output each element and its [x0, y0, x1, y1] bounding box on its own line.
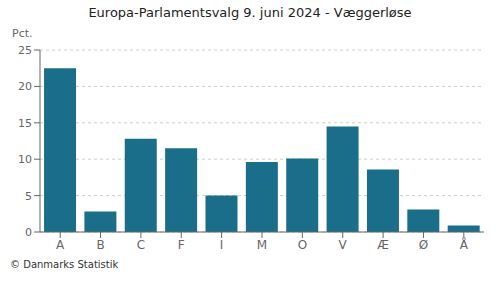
svg-text:O: O: [298, 238, 307, 252]
svg-text:C: C: [137, 238, 145, 252]
svg-text:5: 5: [25, 190, 32, 203]
html-text:Europa-Parlamentsvalg 9. juni: Europa-Parlamentsvalg 9. juni 2024 - Væg…: [88, 5, 412, 20]
html-text:Pct.: Pct.: [12, 27, 33, 40]
svg-text:Å: Å: [460, 237, 469, 252]
svg-text:I: I: [220, 238, 224, 252]
svg-text:15: 15: [18, 117, 32, 130]
svg-text:10: 10: [18, 153, 32, 166]
svg-text:V: V: [339, 238, 348, 252]
html-text:© Danmarks Statistik: © Danmarks Statistik: [10, 259, 119, 270]
svg-text:20: 20: [18, 80, 32, 93]
svg-text:25: 25: [18, 44, 32, 57]
svg-text:F: F: [178, 238, 185, 252]
svg-text:A: A: [56, 238, 65, 252]
svg-text:Ø: Ø: [419, 238, 428, 252]
svg-text:0: 0: [25, 226, 32, 239]
svg-text:M: M: [257, 238, 267, 252]
svg-text:Æ: Æ: [377, 238, 389, 252]
svg-text:B: B: [96, 238, 104, 252]
